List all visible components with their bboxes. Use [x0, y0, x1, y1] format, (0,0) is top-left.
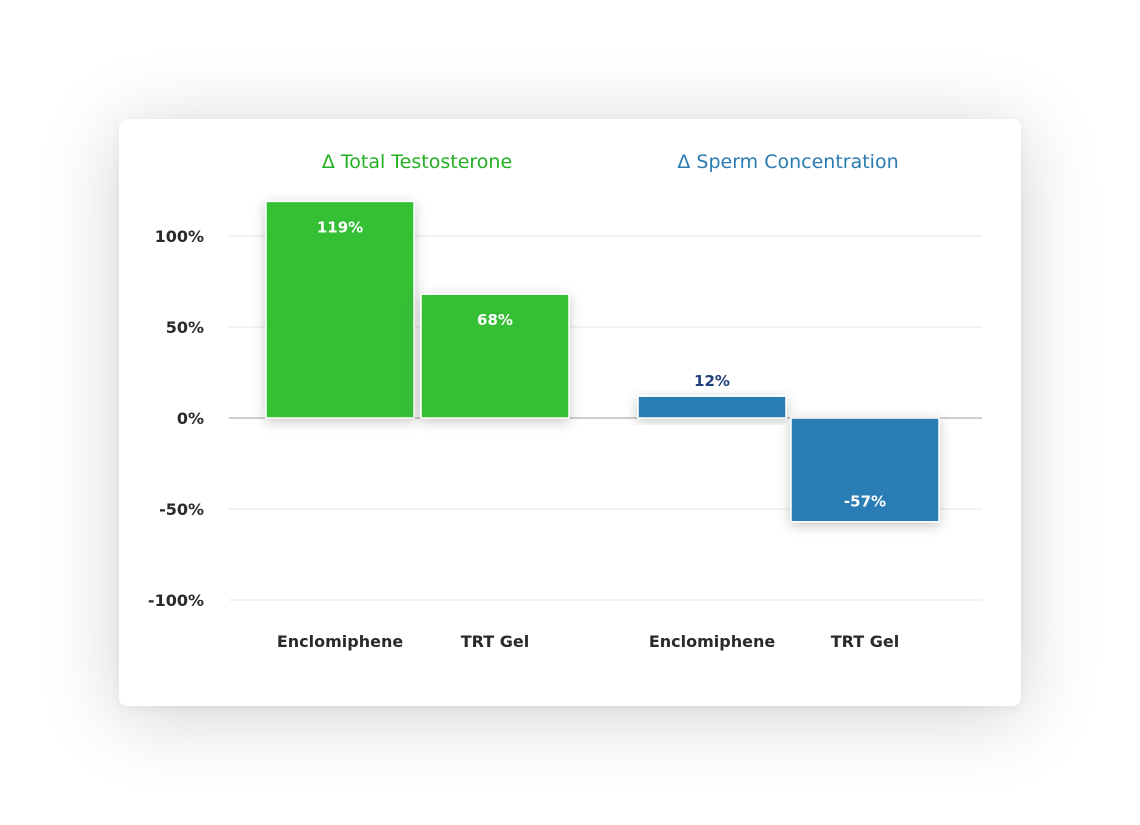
- data-label: -57%: [844, 493, 886, 511]
- y-tick-label: 50%: [166, 318, 204, 337]
- bars: [265, 200, 940, 523]
- y-tick-label: 0%: [177, 409, 204, 428]
- data-label: 12%: [694, 372, 730, 390]
- labels: 100% 50% 0% -50% -100% Δ Total Testosterone 11…: [148, 151, 899, 651]
- chart-card: 100% 50% 0% -50% -100% Δ Total Testosterone 11…: [119, 119, 1021, 706]
- x-tick-label: TRT Gel: [461, 632, 529, 651]
- bar: [637, 395, 787, 419]
- data-label: 68%: [477, 311, 513, 329]
- x-tick-label: Enclomiphene: [649, 632, 776, 651]
- y-tick-label: -50%: [159, 500, 204, 519]
- x-tick-label: TRT Gel: [831, 632, 899, 651]
- y-tick-label: -100%: [148, 591, 204, 610]
- data-label: 119%: [317, 218, 363, 236]
- bar: [790, 417, 940, 523]
- bar: [420, 293, 570, 419]
- bar: [265, 200, 415, 419]
- x-tick-label: Enclomiphene: [277, 632, 404, 651]
- y-tick-label: 100%: [155, 227, 204, 246]
- panel-title: Δ Sperm Concentration: [677, 151, 898, 173]
- panel-title: Δ Total Testosterone: [322, 151, 512, 173]
- bar-chart: 100% 50% 0% -50% -100% Δ Total Testosterone 11…: [148, 151, 982, 651]
